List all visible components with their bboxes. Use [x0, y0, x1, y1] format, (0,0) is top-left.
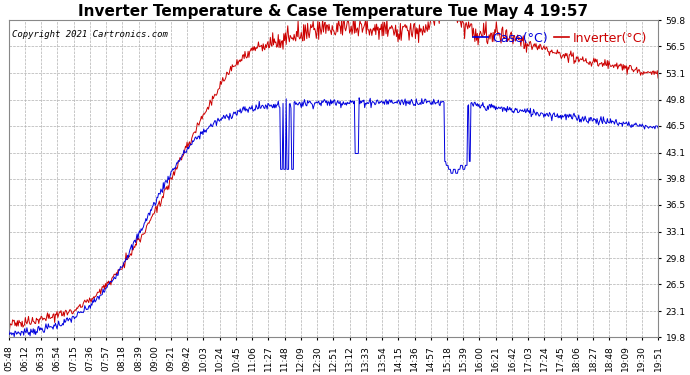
Text: Copyright 2021 Cartronics.com: Copyright 2021 Cartronics.com — [12, 30, 168, 39]
Title: Inverter Temperature & Case Temperature Tue May 4 19:57: Inverter Temperature & Case Temperature … — [78, 4, 589, 19]
Legend: Case(°C), Inverter(°C): Case(°C), Inverter(°C) — [468, 27, 652, 50]
